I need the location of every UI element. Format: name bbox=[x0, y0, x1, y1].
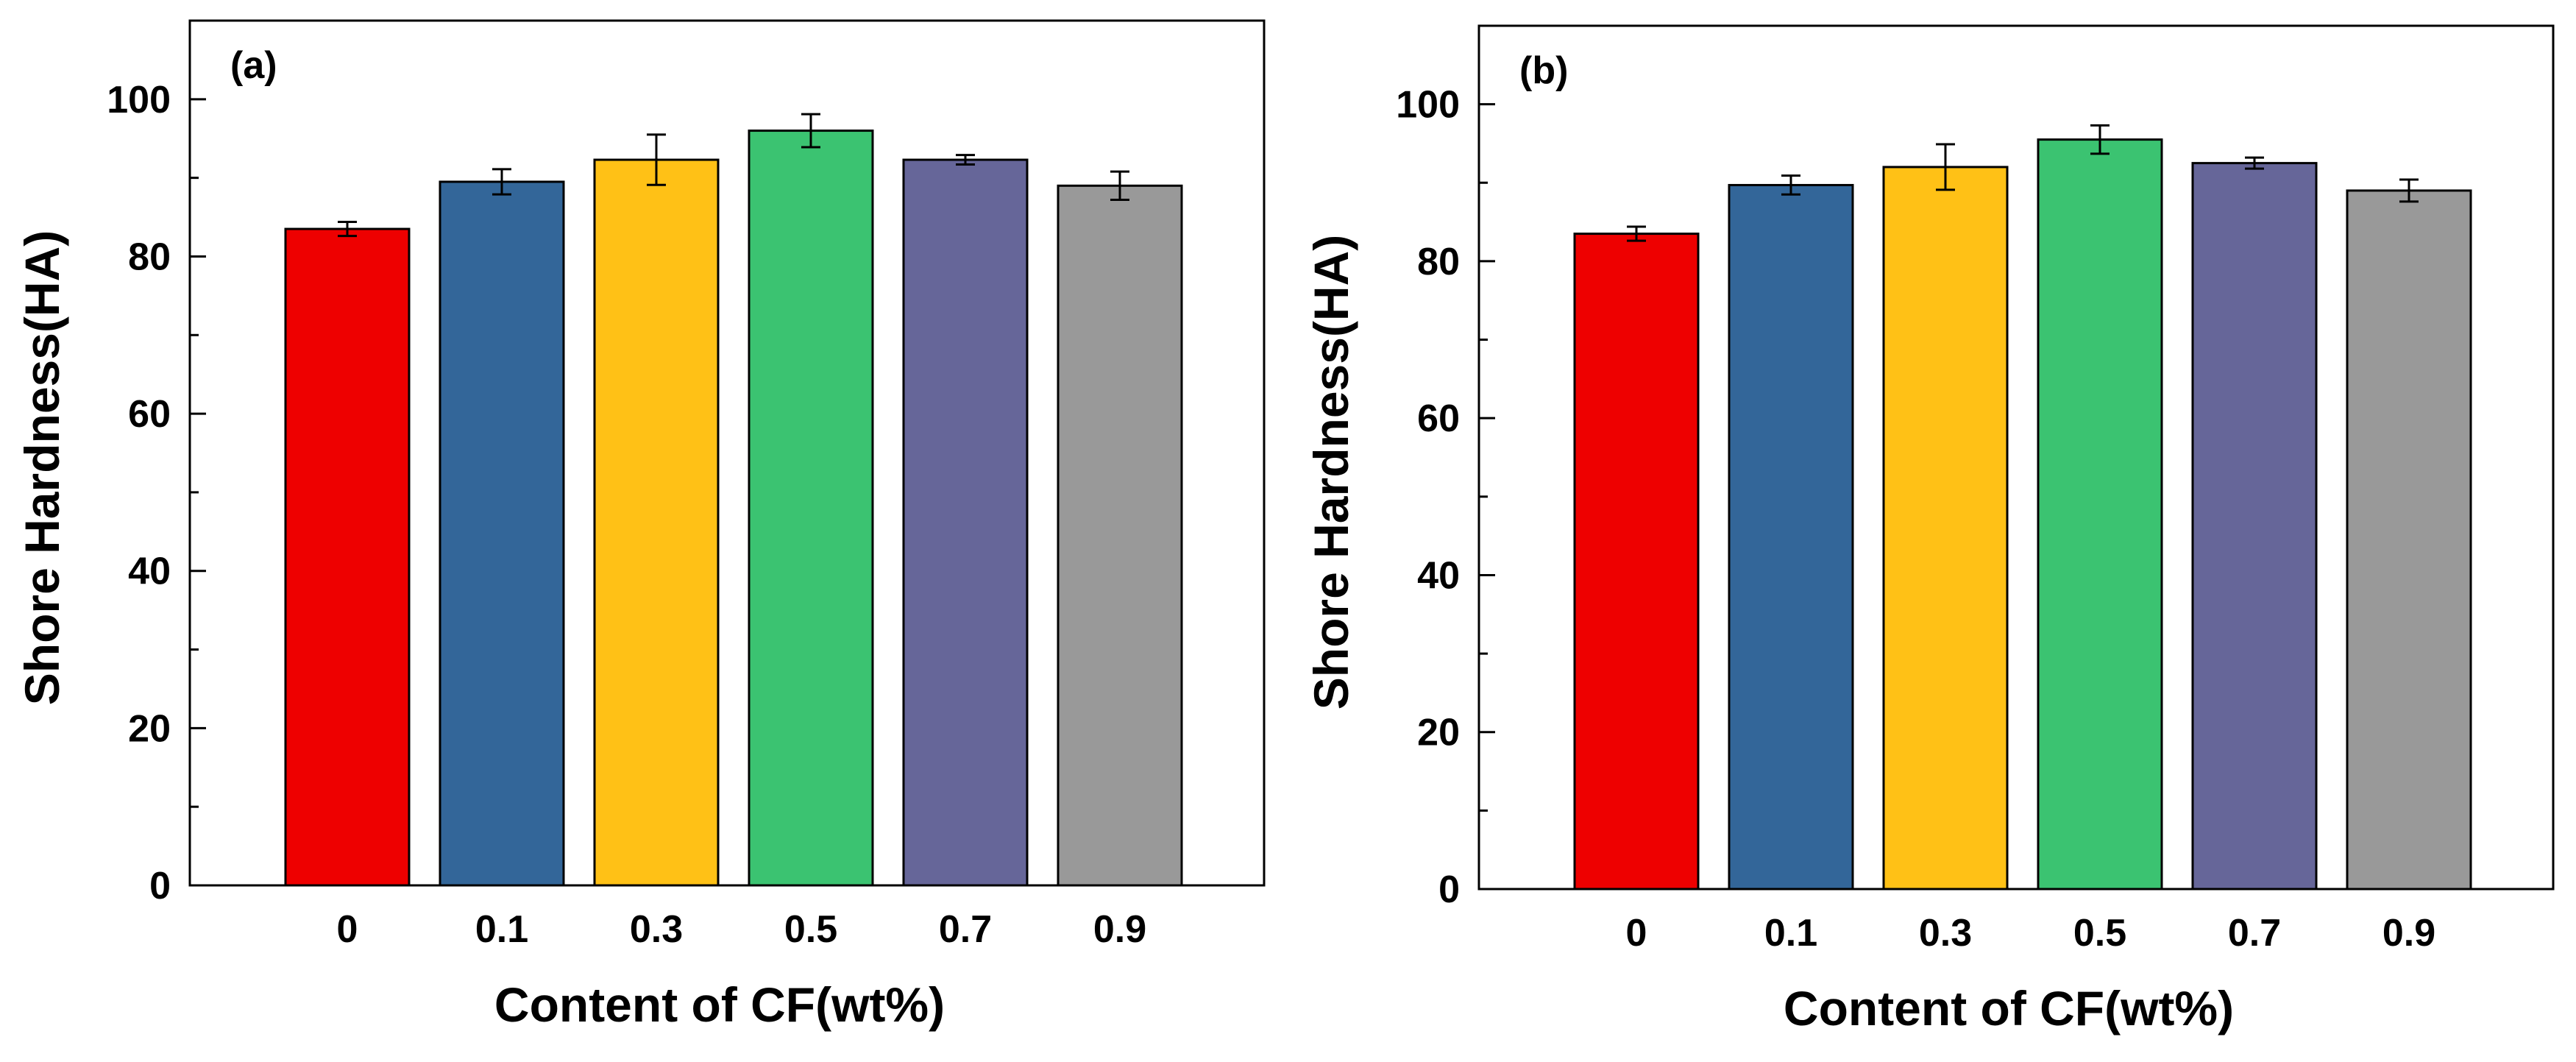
x-tick-label: 0.3 bbox=[630, 908, 683, 951]
bar-0 bbox=[1573, 233, 1700, 891]
bar-0.5 bbox=[748, 130, 874, 887]
bar-0.9 bbox=[1057, 184, 1183, 887]
y-tick-label: 100 bbox=[1396, 84, 1460, 127]
bar-0.5 bbox=[2037, 138, 2163, 891]
x-tick-labels: 0 0.1 0.3 0.5 0.7 0.9 bbox=[337, 908, 1147, 951]
bar-0.7 bbox=[902, 158, 1029, 887]
bars bbox=[1573, 138, 2472, 891]
x-tick-label: 0 bbox=[337, 908, 358, 951]
bar-0.1 bbox=[439, 180, 565, 887]
y-tick-label: 20 bbox=[1417, 712, 1460, 754]
y-tick-label: 60 bbox=[128, 393, 171, 436]
y-tick-label: 40 bbox=[1417, 554, 1460, 597]
bar-0.3 bbox=[593, 158, 720, 887]
y-tick-label: 80 bbox=[1417, 241, 1460, 283]
chart-panel-a: 0 20 40 60 80 100 0 0.1 0.3 0.5 0.7 0.9 (a) Conten… bbox=[15, 19, 1266, 1032]
x-axis-title: Content of CF(wt%) bbox=[1784, 981, 2234, 1036]
x-tick-label: 0.1 bbox=[1764, 912, 1817, 955]
y-tick-label: 80 bbox=[128, 236, 171, 278]
x-tick-label: 0.7 bbox=[939, 908, 992, 951]
plot-frame bbox=[1477, 24, 2555, 891]
y-tick-label: 0 bbox=[1438, 868, 1460, 911]
tick-marks bbox=[1479, 24, 1495, 891]
x-tick-label: 0.9 bbox=[2382, 912, 2435, 955]
y-axis-title: Shore Hardness(HA) bbox=[15, 230, 69, 705]
x-tick-label: 0 bbox=[1626, 912, 1647, 955]
x-tick-label: 0.5 bbox=[784, 908, 837, 951]
bar-0.3 bbox=[1882, 166, 2009, 891]
chart-panel-b: 0 20 40 60 80 100 0 0.1 0.3 0.5 0.7 0.9 (b) Conten… bbox=[1304, 24, 2555, 1036]
plot-frame bbox=[188, 19, 1266, 887]
panel-label: (a) bbox=[230, 44, 277, 87]
y-tick-label: 100 bbox=[107, 79, 171, 121]
x-tick-label: 0.1 bbox=[475, 908, 528, 951]
y-tick-label: 20 bbox=[128, 707, 171, 750]
tick-marks bbox=[190, 19, 206, 887]
y-axis-title: Shore Hardness(HA) bbox=[1304, 235, 1358, 709]
bars bbox=[284, 130, 1183, 887]
error-bars bbox=[1627, 124, 2419, 242]
bar-0 bbox=[284, 227, 411, 887]
y-tick-labels: 0 20 40 60 80 100 bbox=[107, 79, 171, 907]
x-tick-label: 0.7 bbox=[2228, 912, 2281, 955]
x-axis-title: Content of CF(wt%) bbox=[494, 977, 945, 1032]
panel-label: (b) bbox=[1519, 49, 1568, 92]
y-tick-labels: 0 20 40 60 80 100 bbox=[1396, 84, 1460, 911]
y-tick-label: 0 bbox=[149, 865, 171, 907]
bar-0.9 bbox=[2346, 189, 2472, 891]
x-tick-label: 0.3 bbox=[1919, 912, 1972, 955]
x-tick-label: 0.9 bbox=[1093, 908, 1146, 951]
y-tick-label: 40 bbox=[128, 551, 171, 593]
bar-0.1 bbox=[1728, 183, 1854, 891]
x-tick-label: 0.5 bbox=[2073, 912, 2126, 955]
y-tick-label: 60 bbox=[1417, 397, 1460, 440]
bar-0.7 bbox=[2191, 162, 2318, 891]
x-tick-labels: 0 0.1 0.3 0.5 0.7 0.9 bbox=[1626, 912, 2436, 955]
error-bars bbox=[338, 113, 1129, 238]
